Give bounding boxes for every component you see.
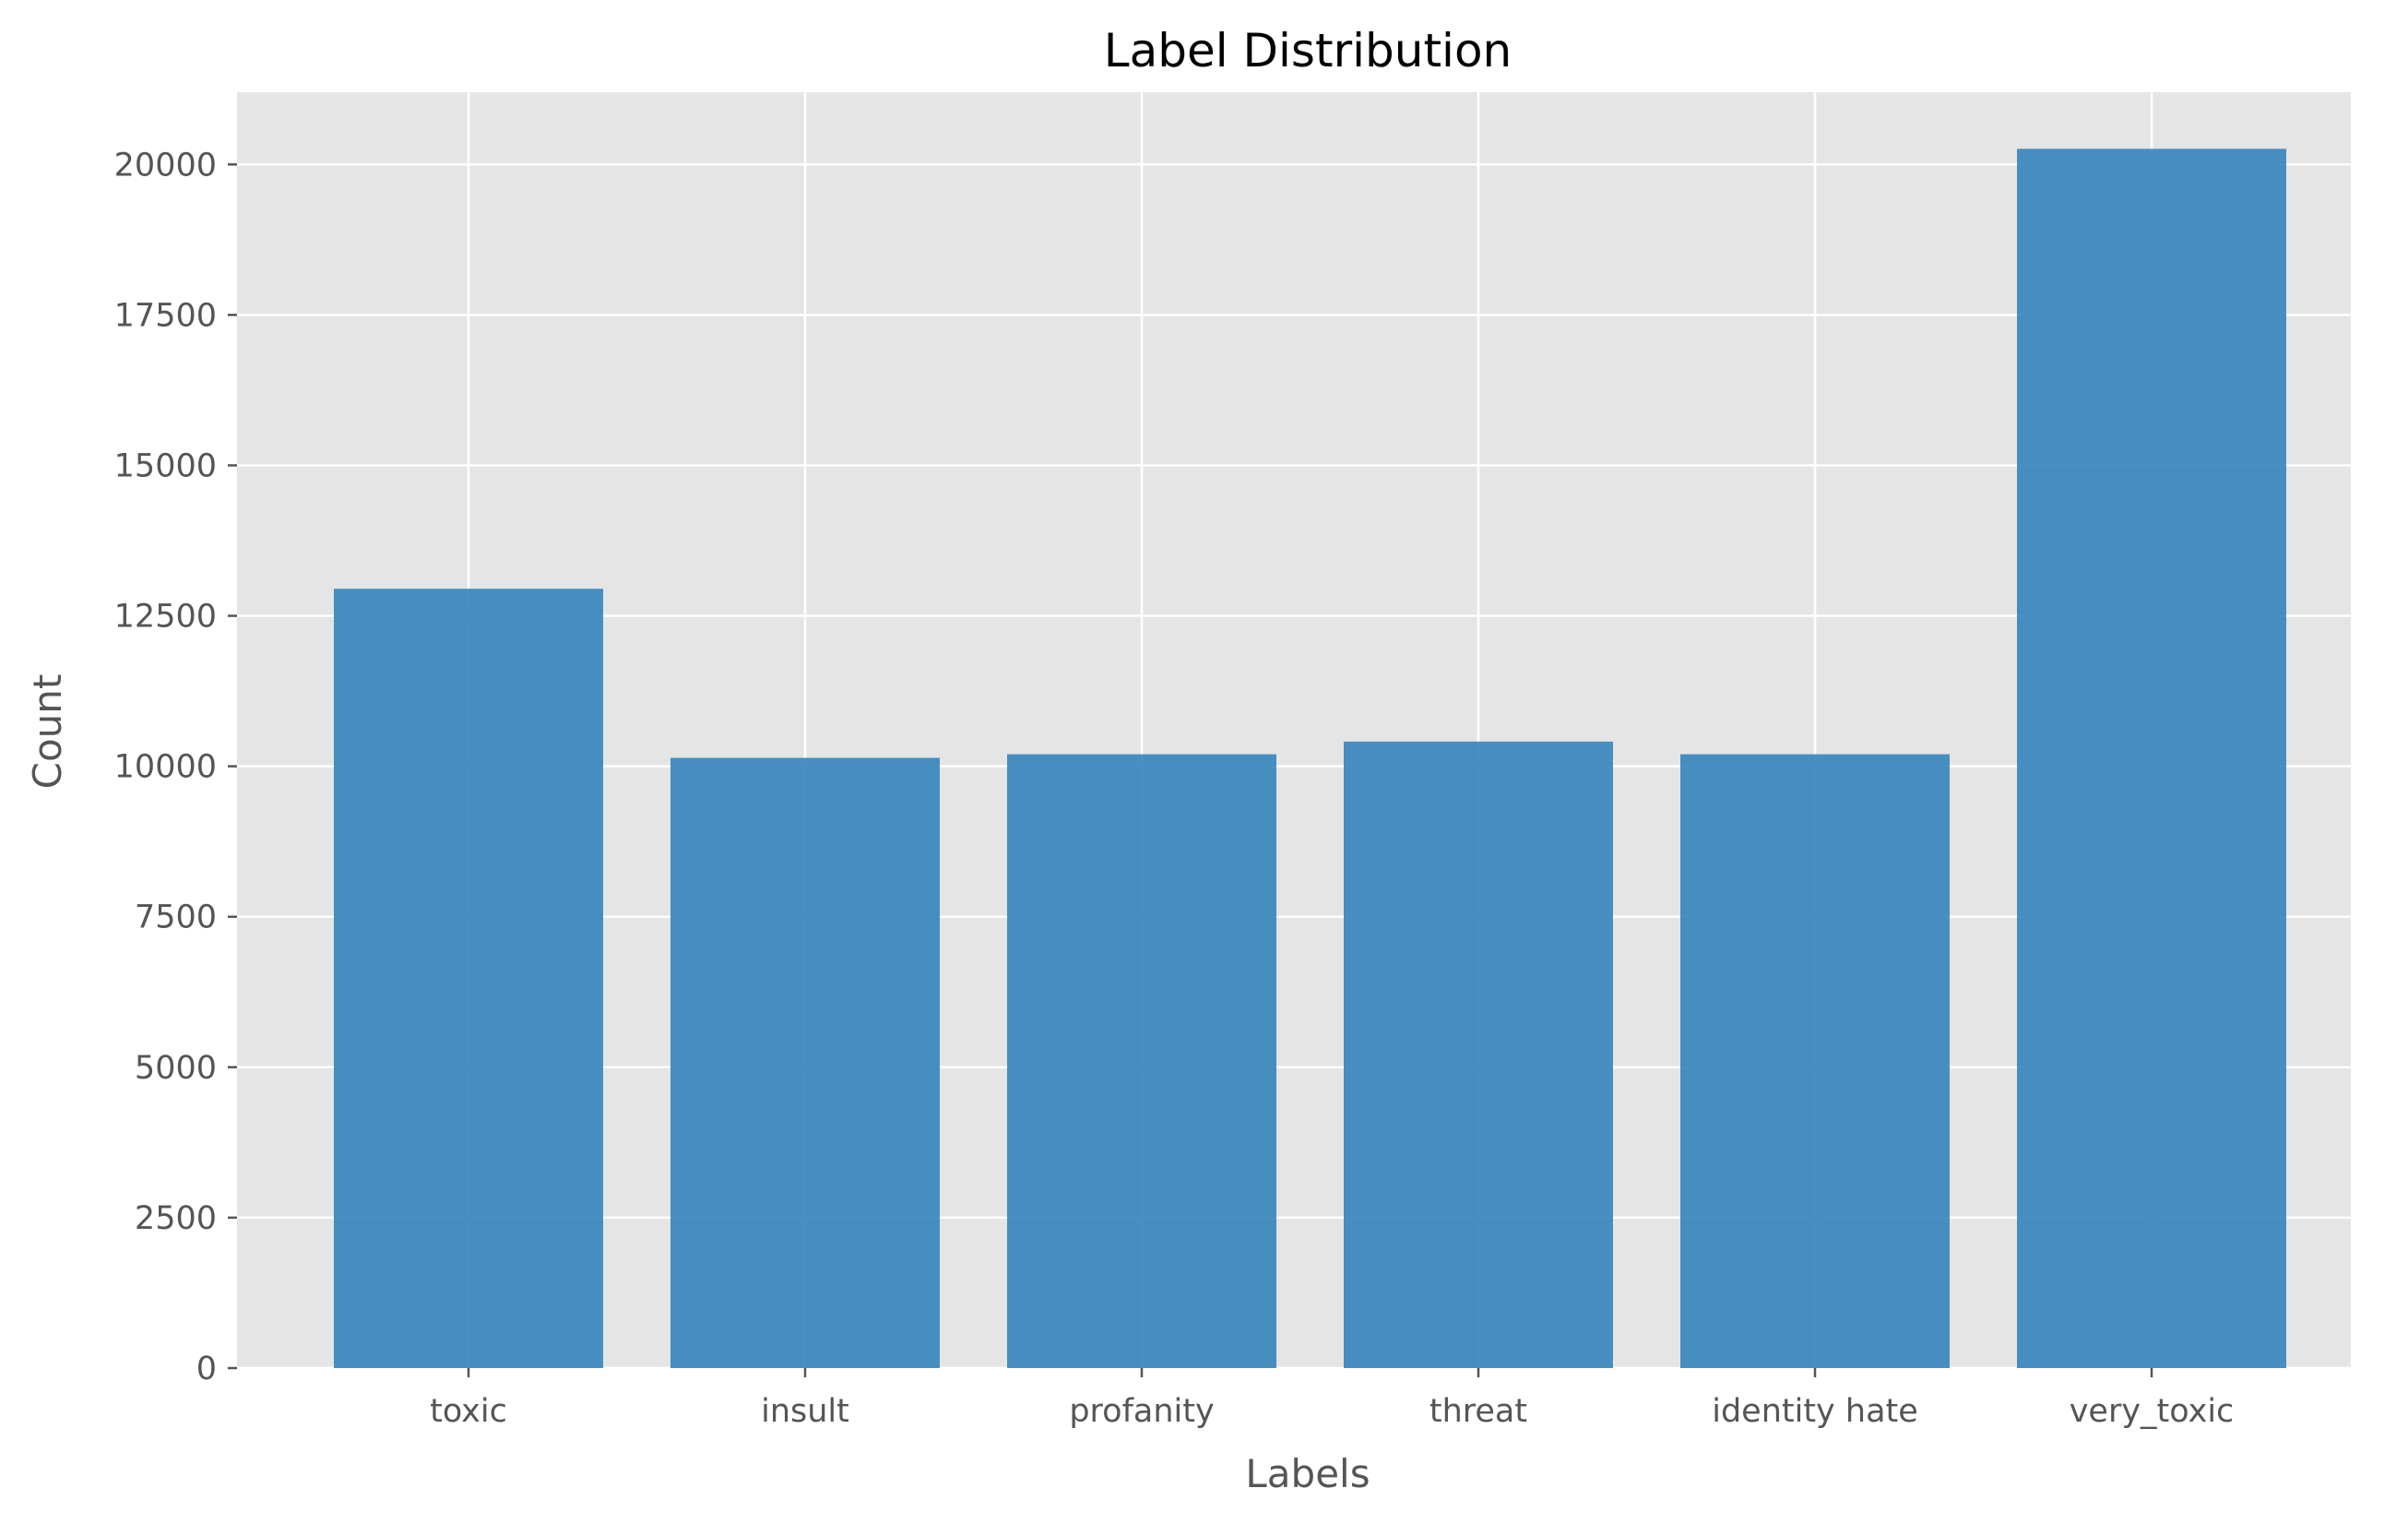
bar-profanity [1007,754,1276,1368]
x-axis-label: Labels [1245,1451,1370,1496]
x-tick-label: profanity [1069,1393,1214,1430]
bar-insult [670,757,940,1368]
y-tick-label: 17500 [114,297,217,334]
x-tick-label: toxic [430,1393,507,1430]
y-tick-label: 20000 [114,147,217,184]
y-tick-label: 15000 [114,447,217,484]
y-tick-label: 7500 [135,899,217,936]
y-tick-label: 10000 [114,749,217,786]
y-tick-label: 2500 [135,1200,217,1237]
x-tick-label: identity hate [1712,1393,1918,1430]
x-tick-label: very_toxic [2070,1393,2235,1430]
bar-threat [1344,741,1613,1368]
y-axis-label: Count [25,674,70,790]
bars [334,149,2286,1369]
axis-ticks: 0 2500 5000 7500 10000 12500 15000 17500 20000 to… [114,147,2235,1430]
y-tick-label: 5000 [135,1050,217,1087]
y-tick-label: 0 [196,1351,217,1387]
bar-very-toxic [2017,149,2286,1369]
x-tick-label: insult [761,1393,849,1430]
bar-identity-hate [1680,754,1950,1368]
bar-toxic [334,589,603,1368]
chart-title: Label Distribution [1104,24,1512,77]
x-tick-label: threat [1429,1393,1527,1430]
y-tick-label: 12500 [114,599,217,636]
